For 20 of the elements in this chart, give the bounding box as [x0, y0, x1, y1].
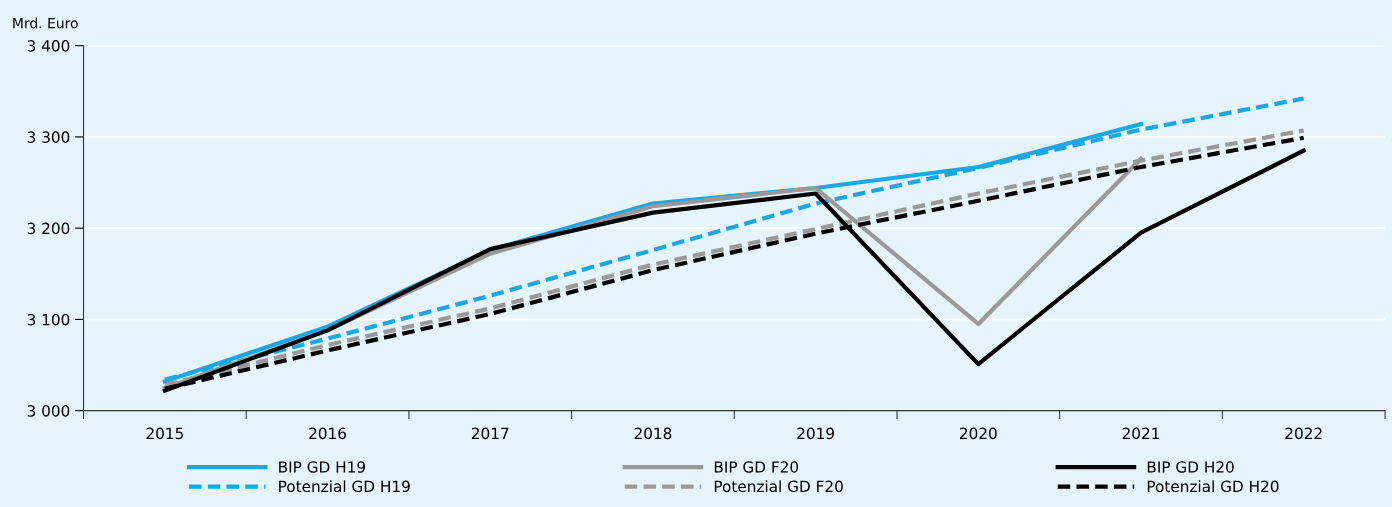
legend-label: BIP GD H20: [1147, 461, 1234, 473]
legend-label: BIP GD F20: [714, 461, 799, 473]
y-tick-label: 3 400: [27, 40, 70, 52]
y-tick-label: 3 300: [27, 131, 70, 143]
x-tick-label: 2016: [309, 427, 347, 440]
x-tick-label: 2022: [1285, 427, 1322, 440]
legend-label: Potenzial GD H20: [1147, 480, 1279, 493]
legend-label: Potenzial GD F20: [714, 480, 843, 493]
x-tick-label: 2015: [146, 427, 183, 440]
legend-label: Potenzial GD H19: [279, 480, 410, 493]
y-axis-title: Mrd. Euro: [13, 17, 78, 29]
x-tick-label: 2018: [634, 427, 672, 440]
legend-label: BIP GD H19: [279, 461, 366, 473]
y-tick-label: 3 200: [27, 222, 70, 235]
y-tick-label: 3 100: [27, 313, 70, 326]
y-tick-label: 3 000: [27, 405, 70, 417]
x-tick-label: 2020: [959, 427, 997, 440]
x-tick-label: 2017: [471, 427, 509, 440]
x-tick-label: 2021: [1122, 427, 1160, 440]
x-tick-label: 2019: [797, 427, 834, 440]
